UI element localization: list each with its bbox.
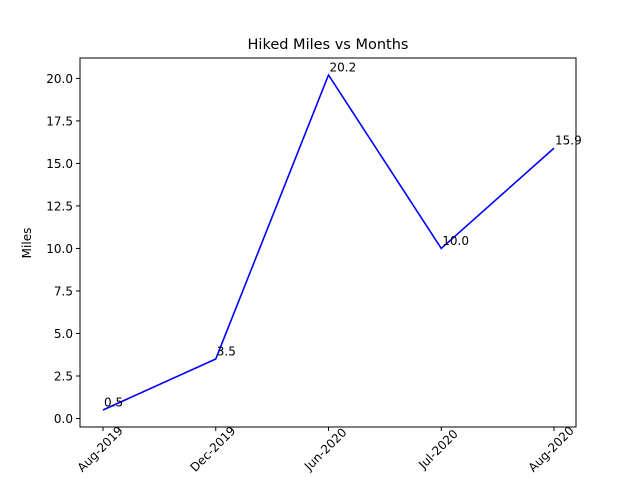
plot-background xyxy=(80,58,576,427)
y-tick-label: 7.5 xyxy=(54,284,73,298)
y-tick-label: 0.0 xyxy=(54,412,73,426)
data-label: 20.2 xyxy=(330,61,357,75)
data-label: 3.5 xyxy=(217,344,236,358)
series-layer xyxy=(102,73,555,411)
y-tick-label: 17.5 xyxy=(46,114,73,128)
x-axis: Aug-2019 Dec-2019 Jun-2020 Jul-2020 Aug-2020 xyxy=(75,424,577,475)
y-axis-label: Miles xyxy=(20,228,34,259)
data-label: 0.5 xyxy=(104,395,123,409)
y-tick-label: 20.0 xyxy=(46,72,73,86)
y-tick-label: 5.0 xyxy=(54,327,73,341)
data-labels: 0.5 3.5 20.2 10.0 15.9 xyxy=(104,61,582,410)
y-tick-label: 15.0 xyxy=(46,157,73,171)
data-label: 15.9 xyxy=(555,134,582,148)
x-tick-label: Jun-2020 xyxy=(301,425,350,474)
x-tick-label: Aug-2020 xyxy=(526,424,577,475)
data-label: 10.0 xyxy=(442,234,469,248)
plot-frame xyxy=(79,57,577,428)
y-tick-label: 10.0 xyxy=(46,242,73,256)
x-tick-label: Jul-2020 xyxy=(415,427,461,473)
chart-title: Hiked Miles vs Months xyxy=(248,37,409,53)
y-tick-label: 12.5 xyxy=(46,199,73,213)
x-tick-label: Aug-2019 xyxy=(75,424,126,475)
y-tick-label: 2.5 xyxy=(54,369,73,383)
x-tick-label: Dec-2019 xyxy=(187,424,238,475)
y-axis: 0.0 2.5 5.0 7.5 10.0 12.5 15.0 17.5 20.0 xyxy=(46,72,80,426)
series-line xyxy=(102,73,555,411)
